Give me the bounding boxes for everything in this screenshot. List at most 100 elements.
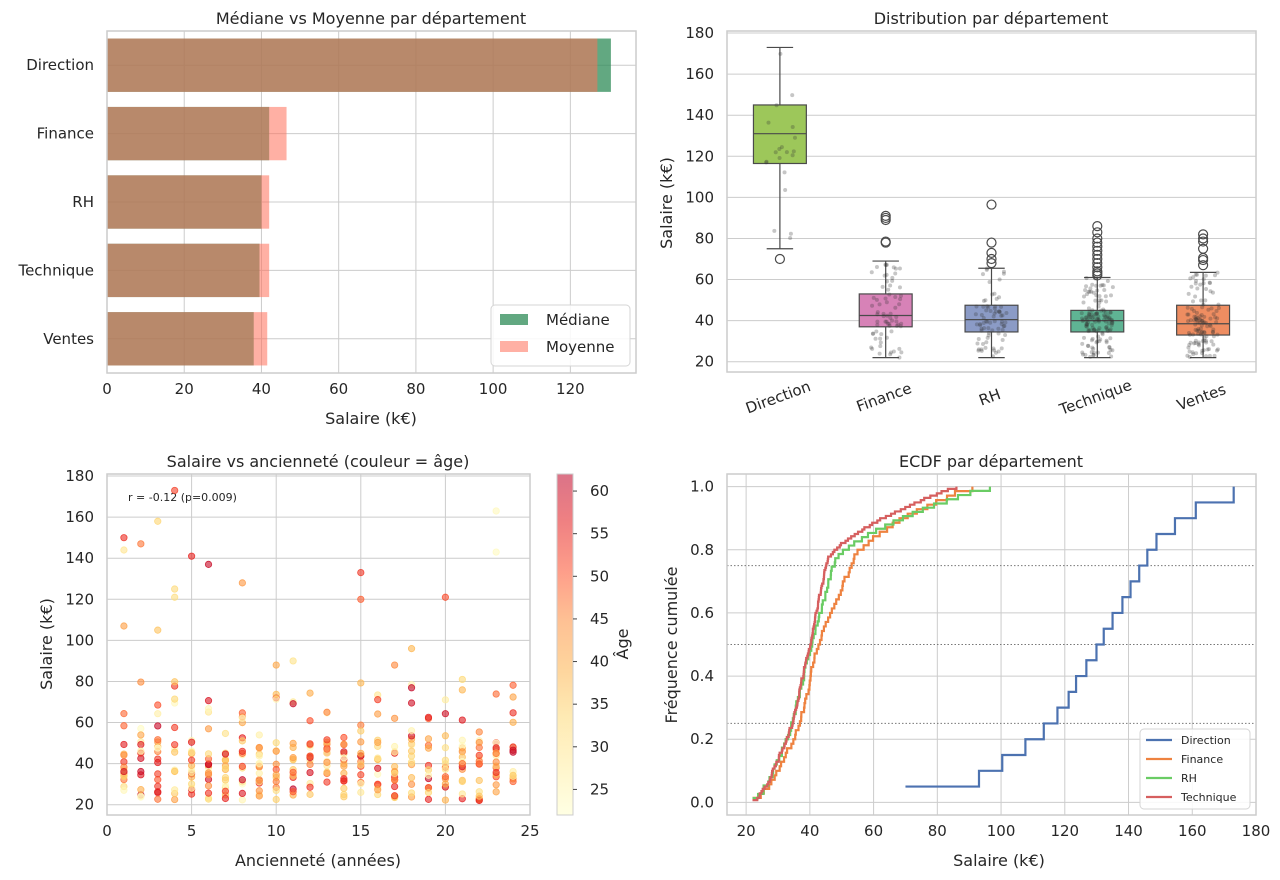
scatter-point — [255, 769, 263, 777]
box-jitter-point — [1096, 328, 1101, 333]
scatter-point — [154, 758, 162, 767]
box-jitter-point — [1204, 354, 1209, 359]
box-jitter-point — [973, 312, 978, 317]
box-technique — [1070, 221, 1125, 359]
scatter-point — [137, 767, 145, 776]
box-jitter-point — [1193, 317, 1198, 322]
scatter-point — [509, 681, 517, 689]
box-jitter-point — [1004, 310, 1009, 315]
scatter-point — [204, 771, 213, 779]
box-outlier — [1092, 262, 1103, 273]
box-jitter-point — [897, 346, 902, 351]
scatter-point — [441, 732, 449, 740]
box-jitter-point — [788, 236, 793, 241]
box-jitter-point — [1094, 329, 1099, 334]
ecdf-legend: Direction Finance RH Technique — [1139, 728, 1251, 810]
bar-chart-panel: Médiane vs Moyenne par département Salai… — [17, 9, 637, 428]
box-jitter-point — [991, 346, 996, 351]
scatter-point — [492, 507, 500, 515]
box-outlier — [1092, 253, 1103, 265]
box-jitter-point — [1003, 332, 1008, 337]
scatter-x-tick-label: 15 — [351, 822, 370, 840]
box-jitter-point — [1086, 306, 1091, 311]
scatter-point — [475, 728, 483, 736]
box-jitter-point — [888, 350, 893, 355]
box-jitter-point — [1211, 342, 1216, 347]
box-jitter-point — [1203, 298, 1208, 303]
box-jitter-point — [1089, 289, 1094, 294]
ecdf-y-tick-label: 0.0 — [690, 793, 714, 811]
scatter-x-tick-label: 10 — [267, 822, 286, 840]
box-jitter-point — [1200, 305, 1205, 310]
box-jitter-point — [1090, 325, 1095, 330]
box-jitter-point — [1193, 338, 1198, 343]
box-jitter-point — [997, 295, 1002, 300]
box-jitter-point — [1088, 317, 1093, 322]
scatter-point — [120, 710, 128, 718]
box-jitter-point — [1202, 320, 1207, 325]
scatter-point — [306, 760, 314, 769]
box-jitter-point — [883, 319, 888, 324]
box-jitter-point — [764, 160, 769, 165]
box-jitter-point — [1193, 294, 1198, 299]
box-jitter-point — [1096, 334, 1101, 339]
scatter-point — [272, 661, 280, 669]
box-jitter-point — [1193, 340, 1198, 345]
scatter-point — [407, 789, 416, 797]
box-jitter-point — [1095, 350, 1100, 355]
box-jitter-point — [1084, 276, 1089, 281]
box-jitter-point — [894, 319, 899, 324]
box-jitter-point — [1193, 327, 1198, 332]
scatter-point — [204, 560, 213, 568]
box-jitter-point — [1108, 310, 1113, 315]
box-jitter-point — [1202, 335, 1207, 340]
box-jitter-point — [893, 294, 898, 299]
box-jitter-point — [1104, 299, 1109, 304]
scatter-point — [323, 778, 331, 786]
box-jitter-point — [1102, 314, 1107, 319]
bar-category-label: RH — [72, 193, 94, 211]
box-outlier — [1197, 229, 1209, 240]
box-jitter-point — [887, 323, 892, 328]
scatter-point — [374, 738, 382, 747]
box-jitter-point — [1107, 316, 1112, 321]
bar-category-label: Direction — [26, 56, 94, 74]
scatter-point — [120, 767, 128, 776]
box-jitter-point — [894, 314, 899, 319]
box-jitter-point — [997, 309, 1002, 314]
box-jitter-point — [1203, 273, 1208, 278]
scatter-point — [120, 786, 128, 794]
scatter-point — [492, 781, 500, 789]
scatter-point — [204, 725, 213, 733]
scatter-point — [391, 776, 399, 784]
box-jitter-point — [875, 322, 880, 327]
box-jitter-point — [980, 272, 985, 277]
box-jitter-point — [773, 150, 778, 155]
scatter-point — [391, 714, 399, 722]
box-jitter-point — [981, 304, 986, 309]
scatter-point — [289, 754, 297, 762]
box-jitter-point — [1108, 327, 1113, 332]
box-jitter-point — [1212, 273, 1217, 278]
scatter-point — [238, 789, 246, 797]
scatter-point — [374, 770, 382, 778]
box-jitter-point — [996, 326, 1001, 331]
box-y-tick-label: 120 — [685, 147, 714, 165]
box-jitter-point — [1105, 313, 1110, 318]
box-jitter-point — [1092, 318, 1097, 323]
box-jitter-point — [996, 349, 1001, 354]
scatter-point — [272, 690, 280, 698]
box-jitter-point — [1094, 311, 1099, 316]
box-jitter-point — [976, 348, 981, 353]
box-jitter-point — [1110, 285, 1115, 290]
scatter-point — [154, 722, 162, 730]
box-plot-title: Distribution par département — [874, 9, 1109, 28]
scatter-point — [357, 679, 365, 687]
box-jitter-point — [1189, 306, 1194, 311]
scatter-point — [441, 696, 449, 704]
box-outlier — [1197, 236, 1209, 247]
box-jitter-point — [788, 231, 793, 236]
scatter-point — [340, 793, 348, 801]
box-jitter-point — [1212, 353, 1217, 358]
box-jitter-point — [986, 333, 991, 338]
